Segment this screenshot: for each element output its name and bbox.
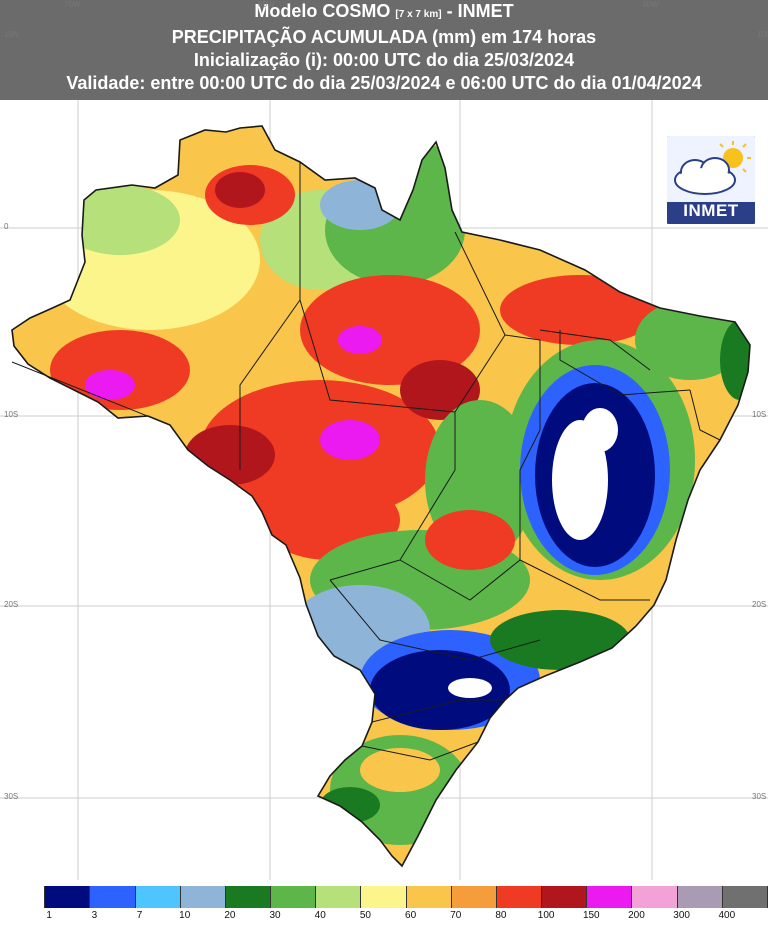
legend-swatch — [271, 886, 317, 908]
lon-label-40w: 40W — [642, 0, 659, 9]
lat-label-20s-right: 20S — [752, 600, 767, 609]
legend-tick-label: 10 — [179, 910, 191, 921]
title-line: Modelo COSMO [7 x 7 km] - INMET — [0, 0, 768, 26]
legend-tick-label: 200 — [628, 910, 645, 921]
lat-label-10n: 10N — [4, 30, 19, 39]
lat-label-30s: 30S — [4, 792, 19, 801]
legend-tick-label: 7 — [136, 910, 143, 921]
lat-label-30s-right: 30S — [752, 792, 767, 801]
legend-tick-label: 70 — [450, 910, 462, 921]
map-canvas — [0, 100, 768, 880]
legend-swatch — [451, 886, 497, 908]
lat-label-10n-right: 10N — [757, 30, 768, 39]
legend-tick-label: 300 — [673, 910, 690, 921]
precipitation-map — [0, 100, 768, 880]
legend-swatch — [587, 886, 633, 908]
validity-period: Validade: entre 00:00 UTC do dia 25/03/2… — [66, 73, 702, 93]
country-border — [11, 125, 751, 868]
legend-swatch — [677, 886, 723, 908]
legend-swatch — [542, 886, 588, 908]
legend-tick-label: 400 — [718, 910, 736, 921]
model-source: - INMET — [446, 1, 514, 21]
legend-tick-label: 40 — [314, 910, 326, 921]
lat-label-10s-right: 10S — [752, 410, 767, 419]
legend-swatch — [0, 886, 46, 908]
model-resolution: [7 x 7 km] — [395, 9, 442, 20]
legend-tick-label: 50 — [359, 910, 371, 921]
legend-tick-label: 1 — [46, 910, 52, 921]
lon-label-60w: 60W — [258, 0, 275, 9]
cloud-sun-icon — [674, 141, 751, 195]
lat-label-10s: 10S — [4, 410, 19, 419]
legend-swatch — [135, 886, 181, 908]
legend-tick-label: 20 — [224, 910, 236, 921]
lat-label-0: 0 — [4, 222, 9, 231]
lat-label-20s: 20S — [4, 600, 19, 609]
legend-swatch — [632, 886, 678, 908]
legend-swatch — [90, 886, 136, 908]
model-name: Modelo COSMO — [254, 1, 391, 21]
logo-text: INMET — [683, 201, 739, 220]
legend-tick-label: 150 — [582, 910, 600, 921]
legend-tick-label: 3 — [91, 910, 98, 921]
map-header: Modelo COSMO [7 x 7 km] - INMET PRECIPIT… — [0, 0, 768, 100]
legend-swatch — [496, 886, 543, 908]
legend-tick-label: 30 — [269, 910, 281, 921]
legend-swatch — [180, 886, 226, 908]
legend-swatch — [406, 886, 452, 908]
precipitation-field — [12, 126, 750, 866]
precipitation-legend: 1 3 7 10 20 30 40 50 60 70 80 100 150 200 300 400 — [0, 884, 768, 925]
legend-swatch — [316, 886, 362, 908]
subtitle: PRECIPITAÇÃO ACUMULADA (mm) em 174 horas — [171, 27, 597, 47]
legend-tick-label: 60 — [405, 910, 417, 921]
legend-tick-label: 100 — [537, 910, 555, 921]
legend-swatch — [722, 886, 768, 908]
legend-swatch — [225, 886, 272, 908]
legend-color-bar — [0, 886, 768, 908]
initialization-time: Inicialização (i): 00:00 UTC do dia 25/0… — [193, 50, 575, 70]
legend-swatch — [45, 886, 91, 908]
legend-tick-label: 80 — [495, 910, 507, 921]
legend-swatch — [361, 886, 407, 908]
state-borders — [11, 162, 721, 761]
inmet-logo: INMET — [667, 136, 755, 224]
lon-label-70w: 70W — [64, 0, 81, 9]
